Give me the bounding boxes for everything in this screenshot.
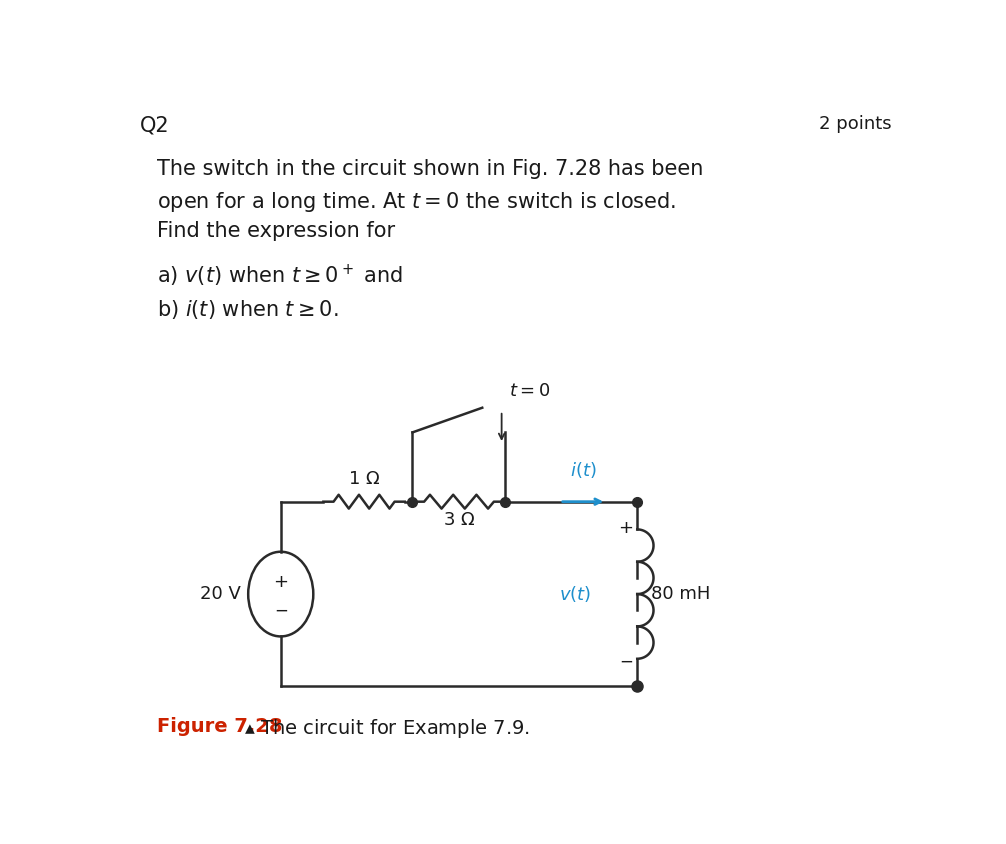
Text: $t = 0$: $t = 0$ <box>509 382 550 400</box>
Text: The switch in the circuit shown in Fig. 7.28 has been: The switch in the circuit shown in Fig. … <box>157 159 703 179</box>
Text: +: + <box>618 518 633 537</box>
Text: $-$: $-$ <box>274 600 288 619</box>
Text: open for a long time. At $t = 0$ the switch is closed.: open for a long time. At $t = 0$ the swi… <box>157 190 676 214</box>
Text: $-$: $-$ <box>619 652 633 669</box>
Text: Find the expression for: Find the expression for <box>157 220 395 241</box>
Text: Q2: Q2 <box>140 115 169 135</box>
Text: a) $v(t)$ when $t \geq 0^+$ and: a) $v(t)$ when $t \geq 0^+$ and <box>157 263 402 289</box>
Text: Figure 7.28: Figure 7.28 <box>157 717 283 736</box>
Text: 2 points: 2 points <box>819 115 891 133</box>
Text: $v(t)$: $v(t)$ <box>559 584 592 604</box>
Text: +: + <box>274 573 289 591</box>
Text: 3 $\Omega$: 3 $\Omega$ <box>443 511 475 529</box>
Text: 1 $\Omega$: 1 $\Omega$ <box>348 470 380 488</box>
Text: 80 mH: 80 mH <box>651 585 710 603</box>
Text: b) $i(t)$ when $t \geq 0$.: b) $i(t)$ when $t \geq 0$. <box>157 298 338 321</box>
Text: 20 V: 20 V <box>199 585 240 603</box>
Text: $i(t)$: $i(t)$ <box>569 460 597 480</box>
Text: $\blacktriangle$ The circuit for Example 7.9.: $\blacktriangle$ The circuit for Example… <box>238 717 530 740</box>
